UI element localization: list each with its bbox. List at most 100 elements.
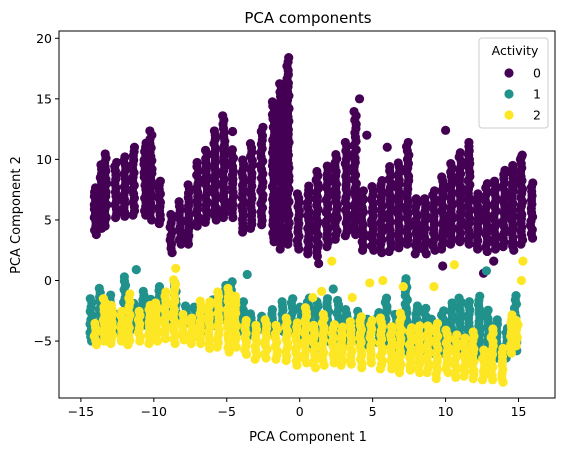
data-point (498, 343, 508, 353)
data-point (189, 302, 199, 312)
data-point (500, 165, 510, 175)
data-point (218, 111, 228, 121)
legend-box (478, 37, 549, 129)
data-point (398, 281, 408, 292)
data-point (475, 291, 485, 301)
data-point (271, 320, 281, 330)
legend-entries: 0 1 2 (504, 66, 541, 123)
data-point (151, 298, 161, 308)
data-point (415, 321, 425, 331)
data-point (395, 308, 405, 318)
data-point (90, 318, 100, 329)
data-point (260, 315, 270, 325)
x-tick-label: −5 (218, 404, 236, 419)
data-point (421, 303, 431, 313)
data-point (119, 272, 129, 282)
y-tick-label: 0 (44, 273, 52, 288)
data-point (292, 318, 302, 328)
data-point (367, 182, 377, 192)
data-point (423, 321, 433, 331)
legend: Activity 0 1 2 (478, 37, 549, 129)
data-point (309, 320, 319, 330)
data-point (511, 291, 521, 301)
data-point (85, 294, 95, 304)
data-point (454, 171, 464, 181)
data-point (238, 155, 248, 165)
data-point (354, 94, 365, 104)
data-point (322, 161, 332, 171)
data-point (145, 126, 155, 136)
data-point (328, 284, 338, 294)
data-point (228, 126, 238, 137)
data-point (454, 293, 464, 303)
data-point (209, 126, 219, 136)
legend-marker-2 (504, 110, 514, 120)
data-point (195, 296, 205, 306)
data-point (356, 312, 366, 322)
data-point (267, 97, 278, 107)
data-point (227, 277, 237, 287)
data-point (284, 53, 294, 63)
data-point (251, 320, 261, 330)
data-point (205, 297, 215, 307)
data-point (516, 275, 527, 286)
series-2-points (89, 256, 528, 387)
data-point (275, 79, 285, 89)
data-point (468, 327, 478, 337)
data-point (200, 145, 211, 155)
plot-frame (58, 30, 556, 399)
data-point (378, 275, 388, 286)
data-point (429, 186, 440, 196)
data-point (449, 260, 459, 270)
data-point (437, 172, 447, 182)
y-tick-label: 10 (36, 152, 52, 167)
data-point (192, 157, 202, 168)
data-point (241, 315, 251, 326)
data-point (134, 306, 144, 316)
data-point (362, 130, 372, 140)
data-point (511, 315, 521, 326)
data-point (245, 139, 256, 149)
y-tick-label: 5 (44, 212, 52, 227)
legend-marker-0 (504, 68, 514, 78)
data-point (213, 288, 223, 298)
data-point (120, 152, 130, 162)
data-point (420, 194, 430, 204)
data-point (358, 186, 369, 196)
x-tick-label: 5 (369, 404, 377, 419)
data-point (171, 263, 181, 273)
data-point (438, 261, 448, 271)
data-point (341, 304, 351, 315)
x-axis-title: PCA Component 1 (249, 430, 367, 445)
data-point (349, 106, 359, 117)
data-point (125, 289, 135, 299)
data-point (183, 180, 193, 190)
data-point (367, 315, 377, 326)
data-point (131, 265, 141, 275)
data-point (464, 137, 474, 148)
data-point (441, 325, 451, 335)
data-point (488, 324, 498, 334)
y-axis: −5 0 5 10 15 20 (34, 31, 59, 349)
data-point (411, 194, 421, 204)
data-point (492, 315, 502, 325)
data-point (508, 160, 518, 171)
data-point (489, 176, 500, 186)
data-point (479, 345, 489, 355)
y-tick-label: 15 (36, 91, 52, 106)
data-point (518, 256, 528, 266)
data-point (439, 306, 449, 316)
legend-marker-1 (504, 89, 514, 99)
data-point (281, 313, 291, 323)
data-point (338, 322, 348, 332)
data-point (446, 159, 456, 169)
data-point (432, 318, 443, 329)
data-point (258, 122, 268, 132)
data-point (455, 148, 465, 158)
data-point (386, 321, 397, 332)
data-point (440, 125, 451, 135)
data-point (288, 294, 298, 304)
data-point (403, 137, 413, 148)
series-0-points (89, 53, 538, 278)
